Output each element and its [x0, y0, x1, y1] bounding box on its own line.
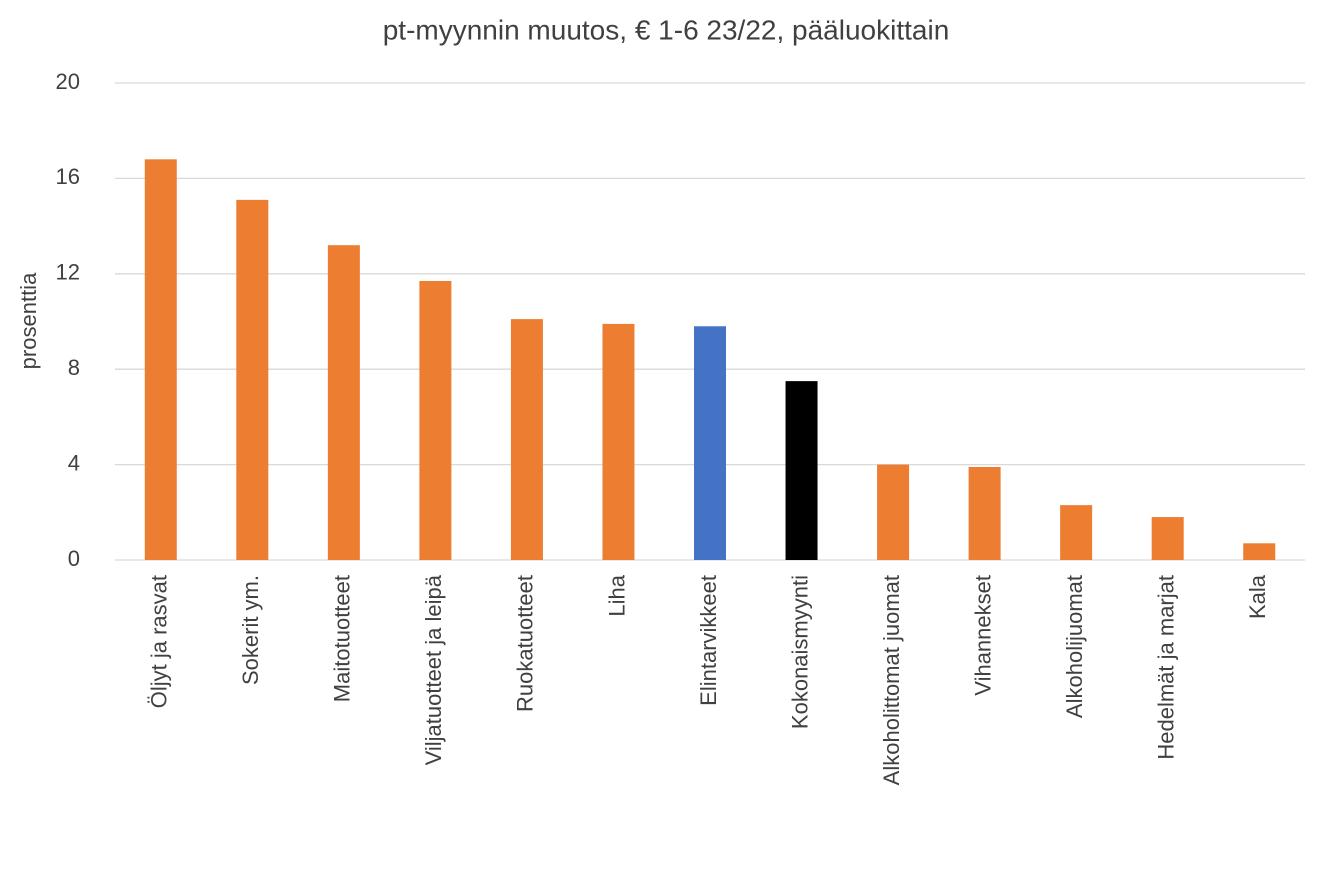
bar: [510, 319, 543, 560]
chart-title: pt-myynnin muutos, € 1-6 23/22, pääluoki…: [383, 14, 950, 45]
bar: [877, 464, 910, 560]
y-tick-label: 4: [68, 450, 80, 475]
bar: [968, 466, 1001, 560]
x-tick-label: Hedelmät ja marjat: [1154, 575, 1179, 760]
y-tick-label: 20: [56, 69, 80, 94]
x-tick-label: Liha: [604, 574, 629, 616]
x-tick-label: Elintarvikkeet: [696, 575, 721, 706]
x-tick-label: Viljatuotteet ja leipä: [421, 574, 446, 765]
bar: [602, 323, 635, 560]
y-tick-label: 16: [56, 164, 80, 189]
bar: [144, 159, 177, 560]
bar: [236, 199, 269, 561]
bar: [419, 280, 452, 560]
x-tick-label: Kokonaismyynti: [787, 575, 812, 729]
bar: [785, 381, 818, 560]
x-tick-label: Sokerit ym.: [238, 575, 263, 685]
bar: [694, 326, 726, 560]
x-tick-label: Öljyt ja rasvat: [147, 575, 172, 708]
bar: [1151, 517, 1184, 560]
y-tick-label: 8: [68, 355, 80, 380]
x-tick-label: Ruokatuotteet: [513, 575, 538, 712]
x-tick-label: Vihannekset: [970, 575, 995, 696]
bar: [327, 245, 360, 560]
y-axis-label: prosenttia: [16, 272, 41, 369]
x-tick-label: Maitotuotteet: [330, 575, 355, 702]
bar: [1243, 543, 1276, 560]
x-tick-label: Alkoholittomat juomat: [879, 575, 904, 785]
bar: [1060, 505, 1093, 560]
y-tick-label: 0: [68, 546, 80, 571]
x-tick-label: Alkoholijuomat: [1062, 575, 1087, 718]
y-tick-label: 12: [56, 260, 80, 285]
x-tick-label: Kala: [1245, 574, 1270, 619]
